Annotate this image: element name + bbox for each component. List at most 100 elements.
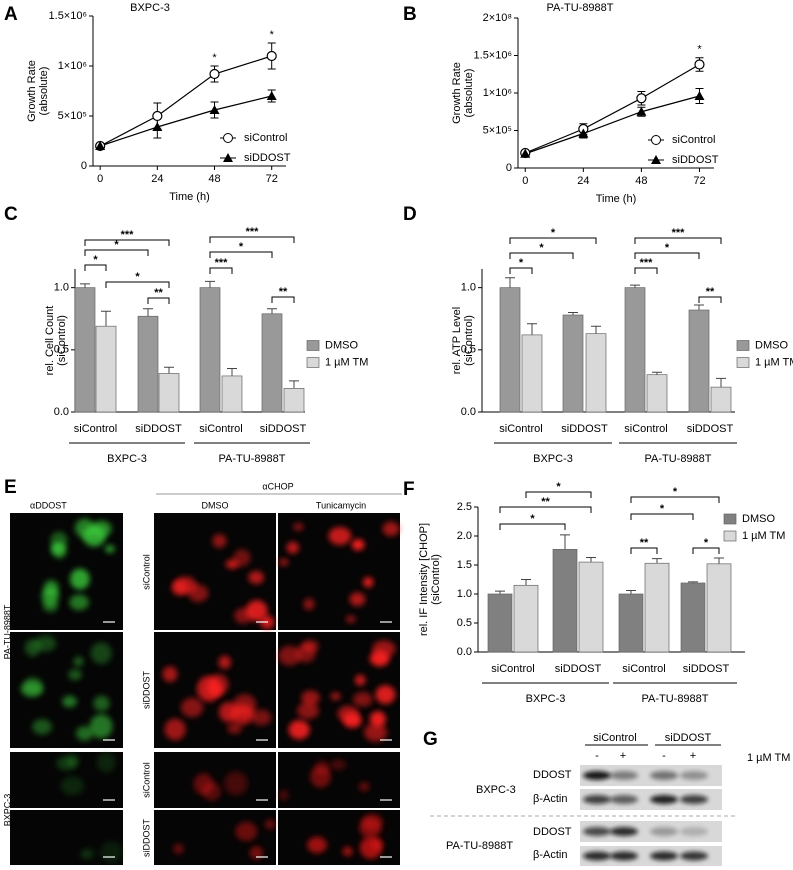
y-tick-label: 0.5 bbox=[54, 344, 69, 356]
line bbox=[99, 55, 272, 147]
bracket bbox=[509, 267, 533, 274]
cell bbox=[278, 789, 289, 801]
cell bbox=[249, 846, 264, 860]
cell bbox=[62, 695, 77, 708]
protein-label: β-Actin bbox=[533, 849, 567, 861]
cell bbox=[245, 600, 268, 622]
column-label: αDDOST bbox=[30, 500, 67, 510]
marker bbox=[152, 110, 163, 122]
x-tick-label: 0 bbox=[522, 175, 528, 187]
error-bar bbox=[652, 558, 662, 564]
x-tick-label: 72 bbox=[266, 173, 278, 185]
row-label: siDDOST bbox=[141, 670, 151, 709]
panel-letter: E bbox=[4, 477, 17, 498]
cell bbox=[293, 522, 304, 531]
legend-swatch bbox=[723, 513, 737, 525]
treatment-sign: + bbox=[690, 750, 696, 762]
cell bbox=[56, 755, 77, 771]
legend-label: siControl bbox=[672, 134, 715, 146]
error-bar bbox=[591, 325, 601, 334]
cell bbox=[351, 539, 365, 551]
bar bbox=[552, 548, 578, 653]
bracket bbox=[84, 249, 149, 256]
cell bbox=[218, 701, 239, 723]
y-tick-label: 1.5×10⁶ bbox=[49, 10, 87, 22]
significance: * bbox=[697, 44, 702, 56]
cell bbox=[278, 558, 289, 566]
bracket bbox=[209, 251, 273, 258]
bar bbox=[680, 582, 706, 653]
bar bbox=[710, 386, 732, 413]
band bbox=[610, 795, 638, 804]
column-label: αCHOP bbox=[262, 481, 293, 491]
line bbox=[99, 95, 272, 147]
protein-label: DDOST bbox=[533, 826, 572, 838]
error-bar bbox=[694, 304, 704, 311]
cell bbox=[349, 592, 366, 607]
error-bar bbox=[289, 380, 299, 389]
marker bbox=[266, 91, 277, 100]
panel-letter: B bbox=[403, 4, 417, 25]
line bbox=[525, 63, 700, 154]
cell bbox=[76, 726, 94, 741]
bar bbox=[158, 373, 180, 413]
y-tick-label: 2×10⁸ bbox=[483, 12, 512, 24]
cell bbox=[180, 697, 204, 718]
x-tick-label: 0 bbox=[97, 173, 103, 185]
error-bar bbox=[714, 557, 724, 564]
legend-marker bbox=[651, 135, 661, 145]
marker bbox=[578, 128, 589, 138]
bracket-label: * bbox=[114, 239, 119, 251]
y-axis-label: rel. ATP Level bbox=[451, 307, 463, 374]
panel-letter: G bbox=[423, 729, 438, 750]
group-label: siControl bbox=[593, 732, 636, 744]
cell-line-label: PA-TU-8988T bbox=[446, 840, 513, 852]
cell bbox=[370, 837, 384, 851]
cell bbox=[162, 666, 178, 683]
cell bbox=[248, 570, 264, 585]
cell bbox=[301, 639, 319, 652]
bar bbox=[578, 561, 604, 653]
cell bbox=[297, 702, 320, 720]
cell bbox=[82, 847, 96, 860]
y-tick-label: 1.5 bbox=[457, 559, 472, 571]
cell bbox=[90, 642, 112, 664]
cell bbox=[352, 692, 373, 707]
cell bbox=[358, 781, 370, 792]
x-tick-label: 24 bbox=[577, 175, 589, 187]
bracket-label: *** bbox=[672, 227, 686, 239]
band bbox=[583, 851, 611, 861]
marker bbox=[636, 93, 647, 104]
bracket-label: *** bbox=[215, 257, 229, 269]
y-tick-label: 2.0 bbox=[457, 530, 472, 542]
error-bar bbox=[505, 277, 515, 288]
y-tick-label: 1×10⁶ bbox=[483, 87, 512, 99]
treatment-label: 1 µM TM bbox=[747, 752, 790, 764]
y-axis-label: (siControl) bbox=[56, 315, 68, 366]
cell bbox=[342, 846, 353, 857]
cell bbox=[227, 722, 242, 734]
bracket-label: ** bbox=[541, 496, 550, 508]
cell bbox=[60, 776, 85, 796]
cell bbox=[224, 771, 248, 796]
bar bbox=[618, 593, 644, 653]
y-axis-label: (absolute) bbox=[38, 67, 50, 116]
y-tick-label: 1.0 bbox=[457, 588, 472, 600]
bracket bbox=[634, 252, 700, 259]
bracket bbox=[509, 252, 574, 259]
error-bar bbox=[164, 366, 174, 374]
cell bbox=[303, 598, 315, 611]
bar bbox=[487, 593, 513, 653]
group-label: BXPC-3 bbox=[526, 693, 566, 705]
error-bar bbox=[630, 284, 640, 288]
line bbox=[525, 95, 700, 155]
x-axis-label: Time (h) bbox=[169, 191, 210, 203]
chart-title: BXPC-3 bbox=[130, 2, 170, 14]
y-tick-label: 0.0 bbox=[457, 646, 472, 658]
bar bbox=[521, 334, 543, 413]
y-tick-label: 0 bbox=[81, 160, 87, 172]
error-bar bbox=[205, 280, 215, 288]
x-axis-label: Time (h) bbox=[596, 193, 637, 205]
bracket bbox=[209, 267, 233, 274]
